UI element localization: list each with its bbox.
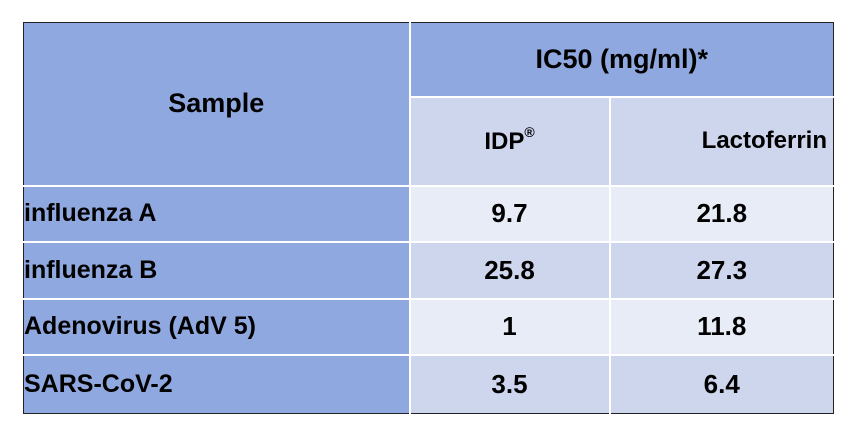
idp-value: 9.7 — [408, 184, 611, 244]
lactoferrin-column-header: Lactoferrin — [608, 96, 835, 187]
idp-value: 1 — [408, 297, 611, 357]
sample-label: influenza B — [23, 241, 411, 300]
idp-value: 25.8 — [408, 241, 611, 300]
idp-column-header: IDP® — [408, 96, 611, 187]
idp-value: 3.5 — [408, 354, 611, 414]
table-row: Adenovirus (AdV 5) 1 11.8 — [23, 297, 835, 357]
ic50-group-header: IC50 (mg/ml)* — [408, 22, 835, 99]
idp-column-label: IDP — [484, 127, 525, 155]
header-row-columns: IDP® Lactoferrin — [24, 96, 835, 187]
sample-label: SARS-CoV-2 — [23, 354, 411, 414]
table-row: influenza B 25.8 27.3 — [23, 241, 835, 300]
header-row-group: Sample IC50 (mg/ml)* — [23, 21, 835, 187]
lactoferrin-value: 11.8 — [608, 297, 835, 357]
table-row: influenza A 9.7 21.8 — [23, 184, 835, 244]
table-row: SARS-CoV-2 3.5 6.4 — [23, 354, 835, 414]
ic50-table: Sample IC50 (mg/ml)* IDP® Lactoferrin in… — [23, 21, 835, 414]
lactoferrin-value: 6.4 — [608, 354, 835, 414]
sample-column-header: Sample — [23, 21, 411, 187]
sample-label: influenza A — [23, 184, 411, 244]
lactoferrin-value: 27.3 — [608, 241, 835, 300]
sample-label: Adenovirus (AdV 5) — [23, 297, 411, 357]
lactoferrin-value: 21.8 — [608, 184, 835, 244]
registered-mark: ® — [524, 123, 535, 140]
